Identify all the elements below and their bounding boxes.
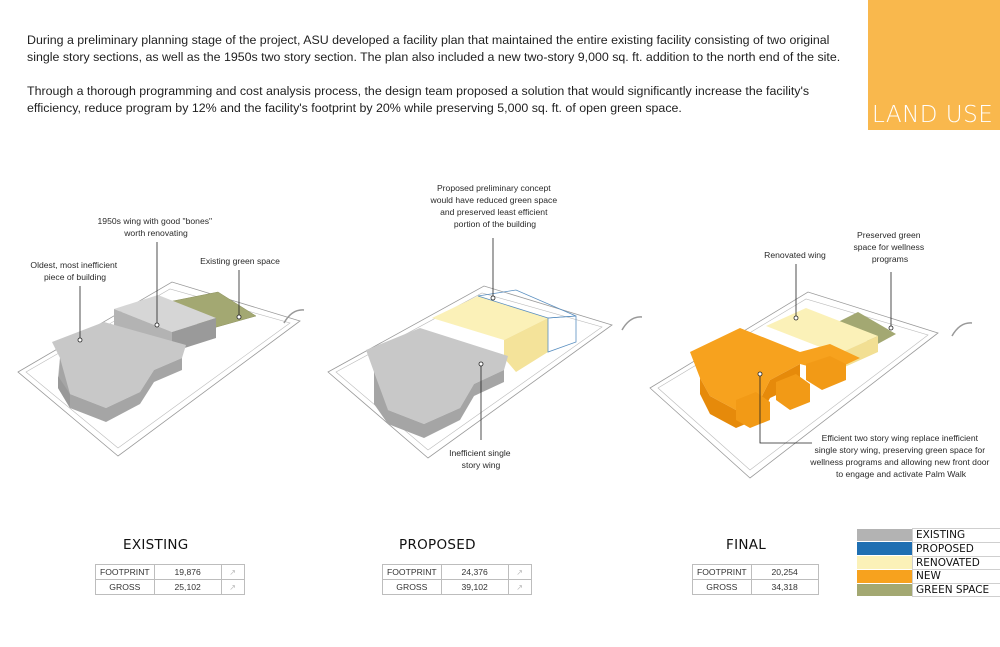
proposed-title: PROPOSED: [399, 537, 476, 553]
existing-stats-table: FOOTPRINT 19,876 ↗ GROSS 25,102 ↗: [95, 564, 245, 595]
legend-swatch: [857, 556, 912, 569]
final-stats-table: FOOTPRINT 20,254 GROSS 34,318: [692, 564, 819, 595]
table-row: GROSS 25,102 ↗: [95, 579, 245, 595]
section-title: LAND USE: [872, 102, 994, 128]
callout-final-renovated: Renovated wing: [764, 250, 826, 260]
existing-title: EXISTING: [123, 537, 189, 553]
table-row: FOOTPRINT 24,376 ↗: [382, 564, 532, 580]
footprint-label: FOOTPRINT: [95, 564, 155, 580]
callout-final-preserved: Preserved green space for wellness progr…: [853, 230, 926, 264]
edit-icon[interactable]: ↗: [220, 564, 245, 580]
proposed-site-arc: [621, 316, 643, 331]
footprint-label: FOOTPRINT: [692, 564, 752, 580]
footprint-value: 19,876: [153, 564, 222, 580]
legend: EXISTING PROPOSED RENOVATED NEW GREEN SP…: [857, 528, 1000, 597]
final-site-arc: [951, 322, 973, 337]
gross-value: 34,318: [750, 579, 819, 595]
legend-swatch: [857, 569, 912, 583]
footprint-value: 20,254: [750, 564, 819, 580]
table-row: GROSS 39,102 ↗: [382, 579, 532, 595]
existing-building: [52, 322, 186, 408]
existing-site-arc: [283, 309, 305, 324]
gross-value: 25,102: [153, 579, 222, 595]
proposed-addition: [432, 296, 548, 340]
legend-item-existing: EXISTING: [857, 528, 1000, 542]
intro-text: During a preliminary planning stage of t…: [27, 32, 857, 134]
final-title: FINAL: [726, 537, 767, 553]
legend-item-proposed: PROPOSED: [857, 541, 1000, 556]
proposed-diagram: Proposed preliminary concept would have …: [327, 183, 643, 470]
final-site-outline: [649, 291, 939, 479]
gross-label: GROSS: [382, 579, 442, 595]
legend-label: NEW: [912, 569, 1000, 584]
final-green-space: [838, 312, 896, 346]
legend-label: RENOVATED: [912, 555, 1000, 570]
callout-existing-bones: 1950s wing with good "bones" worth renov…: [98, 216, 215, 238]
callout-proposed-concept: Proposed preliminary concept would have …: [430, 183, 560, 229]
footprint-value: 24,376: [440, 564, 509, 580]
table-row: FOOTPRINT 20,254: [692, 564, 819, 580]
table-row: FOOTPRINT 19,876 ↗: [95, 564, 245, 580]
edit-icon[interactable]: ↗: [220, 579, 245, 595]
edit-icon[interactable]: ↗: [507, 579, 532, 595]
intro-paragraph-2: Through a thorough programming and cost …: [27, 84, 810, 115]
legend-label: GREEN SPACE: [912, 583, 1000, 597]
existing-diagram: 1950s wing with good "bones" worth renov…: [17, 216, 305, 457]
callout-existing-green: Existing green space: [200, 256, 280, 266]
legend-swatch: [857, 528, 912, 542]
callout-existing-oldest: Oldest, most inefficient piece of buildi…: [30, 260, 119, 282]
final-new-wing: [690, 328, 800, 410]
land-use-title-box: LAND USE: [868, 0, 1000, 130]
gross-value: 39,102: [440, 579, 509, 595]
proposed-site-outline: [327, 285, 613, 459]
intro-paragraph-1: During a preliminary planning stage of t…: [27, 33, 841, 64]
legend-item-renovated: RENOVATED: [857, 555, 1000, 570]
gross-label: GROSS: [692, 579, 752, 595]
legend-label: EXISTING: [912, 528, 1000, 542]
legend-label: PROPOSED: [912, 541, 1000, 556]
final-renovated-wing: [766, 308, 878, 354]
legend-item-green-space: GREEN SPACE: [857, 583, 1000, 597]
legend-swatch: [857, 583, 912, 597]
legend-item-new: NEW: [857, 569, 1000, 584]
footprint-label: FOOTPRINT: [382, 564, 442, 580]
proposed-existing-wing: [366, 328, 508, 424]
edit-icon[interactable]: ↗: [507, 564, 532, 580]
gross-label: GROSS: [95, 579, 155, 595]
callout-final-efficient: Efficient two story wing replace ineffic…: [809, 433, 992, 479]
table-row: GROSS 34,318: [692, 579, 819, 595]
proposed-stats-table: FOOTPRINT 24,376 ↗ GROSS 39,102 ↗: [382, 564, 532, 595]
legend-swatch: [857, 542, 912, 556]
callout-proposed-single: Inefficient single story wing: [449, 448, 513, 470]
final-diagram: Renovated wing Preserved green space for…: [649, 230, 992, 479]
